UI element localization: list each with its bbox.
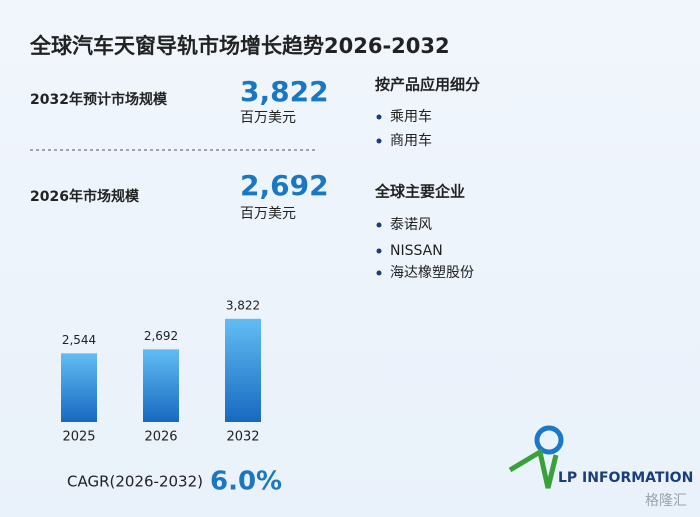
bullet <box>376 138 382 144</box>
title: 全球汽车天窗导轨市场增长趋势2026-2032 <box>29 34 450 58</box>
bar <box>61 353 97 422</box>
stat-label: 2026年市场规模 <box>30 188 140 205</box>
value-label: 2,544 <box>62 333 96 347</box>
watermark: 格隆汇 <box>645 493 687 509</box>
cagr-label: CAGR(2026-2032) <box>67 473 203 491</box>
list-item: 海达橡塑股份 <box>390 265 474 281</box>
logo-ring <box>534 425 564 455</box>
bar <box>225 318 261 422</box>
bar <box>143 349 179 422</box>
section-title: 按产品应用细分 <box>375 76 480 94</box>
x-tick-label: 2032 <box>226 430 259 445</box>
section-title: 全球主要企业 <box>374 183 465 201</box>
x-tick-label: 2026 <box>144 430 177 445</box>
stat-label: 2032年预计市场规模 <box>30 91 168 108</box>
logo-mark <box>508 448 559 489</box>
stat-value: 2,692 <box>240 169 329 202</box>
cagr-value: 6.0% <box>210 467 282 497</box>
x-tick-label: 2025 <box>62 430 95 445</box>
bullet <box>376 248 382 254</box>
value-label: 2,692 <box>144 329 178 343</box>
stat-unit: 百万美元 <box>240 206 296 222</box>
bullet <box>376 222 382 228</box>
stat-value: 3,822 <box>240 75 329 108</box>
list-item: 泰诺风 <box>390 217 432 233</box>
logo: LP INFORMATION <box>508 425 693 489</box>
stat-unit: 百万美元 <box>240 110 296 126</box>
list-item: 乘用车 <box>390 108 432 125</box>
bullet <box>376 114 382 120</box>
bullet <box>376 270 382 276</box>
list-item: NISSAN <box>390 243 443 259</box>
logo-text: LP INFORMATION <box>558 470 693 486</box>
list-item: 商用车 <box>390 132 432 149</box>
value-label: 3,822 <box>226 298 260 312</box>
